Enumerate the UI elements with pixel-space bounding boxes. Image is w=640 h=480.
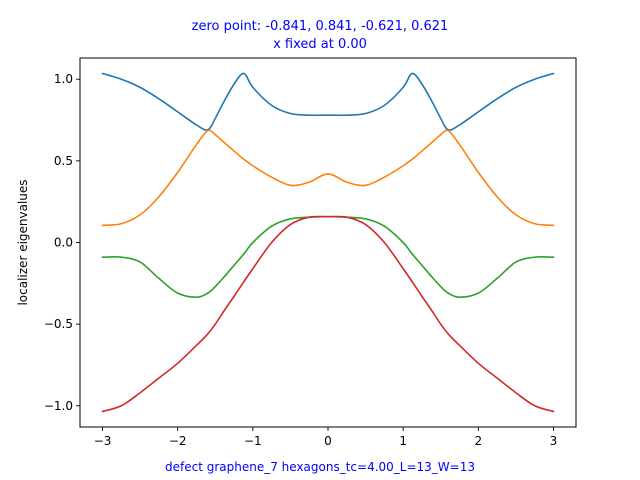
x-tick-label: 0	[324, 434, 332, 448]
x-axis-ticks: −3 −2 −1 0 1 2 3	[94, 427, 558, 448]
chart-title: zero point: -0.841, 0.841, -0.621, 0.621	[192, 19, 449, 34]
x-tick-label: 2	[474, 434, 482, 448]
y-tick-label: 0.5	[54, 154, 73, 168]
y-tick-label: −1.0	[44, 399, 73, 413]
x-tick-label: 1	[399, 434, 407, 448]
plot-area	[80, 58, 576, 427]
series-line-2	[101, 129, 555, 227]
series-line-1	[101, 72, 555, 131]
series-line-4	[101, 215, 555, 413]
x-tick-label: 3	[550, 434, 558, 448]
x-tick-label: −2	[169, 434, 187, 448]
chart-subtitle: x fixed at 0.00	[273, 37, 367, 52]
x-tick-label: −1	[244, 434, 262, 448]
y-tick-label: 0.0	[54, 236, 73, 250]
y-axis-label: localizer eigenvalues	[16, 179, 30, 305]
series-layer	[101, 72, 555, 413]
plot-frame	[79, 57, 577, 428]
y-tick-label: 1.0	[54, 72, 73, 86]
y-tick-label: −0.5	[44, 317, 73, 331]
x-axis-label: defect graphene_7 hexagons_tc=4.00_L=13_…	[165, 460, 475, 474]
x-tick-label: −3	[94, 434, 112, 448]
y-axis-ticks: −1.0 −0.5 0.0 0.5 1.0	[44, 72, 80, 413]
